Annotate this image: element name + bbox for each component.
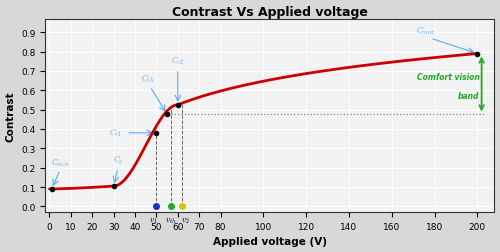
Text: $v_2$: $v_2$ <box>181 216 190 225</box>
Text: $v_1$: $v_1$ <box>149 216 158 225</box>
Text: $C_{min}$: $C_{min}$ <box>51 156 70 168</box>
Text: band: band <box>458 92 479 101</box>
Text: Comfort vision: Comfort vision <box>416 73 480 81</box>
Text: $C_{v1}$: $C_{v1}$ <box>109 126 122 139</box>
Text: $C_{v2}$: $C_{v2}$ <box>171 54 184 67</box>
Title: Contrast Vs Applied voltage: Contrast Vs Applied voltage <box>172 6 368 18</box>
Text: $v_{th}$: $v_{th}$ <box>164 216 176 225</box>
Y-axis label: Contrast: Contrast <box>6 91 16 141</box>
Text: $C_{max}$: $C_{max}$ <box>416 25 436 37</box>
Text: $C_{th}$: $C_{th}$ <box>141 72 154 84</box>
X-axis label: Applied voltage (V): Applied voltage (V) <box>213 237 327 246</box>
Text: $C_y$: $C_y$ <box>112 153 124 166</box>
